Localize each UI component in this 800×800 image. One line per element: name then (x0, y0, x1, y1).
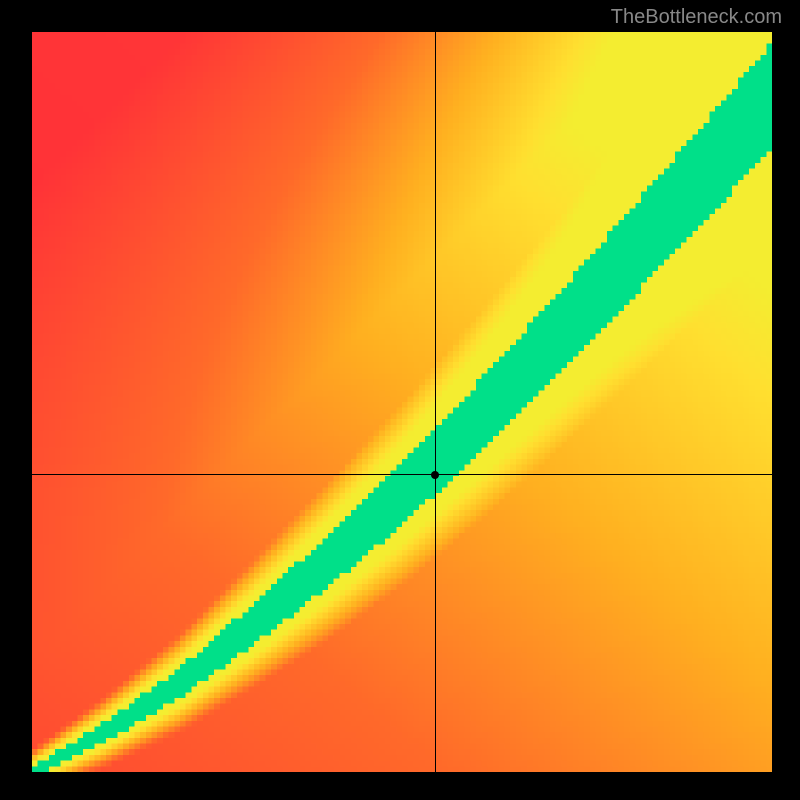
crosshair-horizontal (32, 474, 772, 475)
chart-container: TheBottleneck.com (0, 0, 800, 800)
heatmap-canvas (32, 32, 772, 772)
crosshair-vertical (435, 32, 436, 772)
marker-dot (431, 471, 439, 479)
watermark-text: TheBottleneck.com (611, 6, 782, 29)
